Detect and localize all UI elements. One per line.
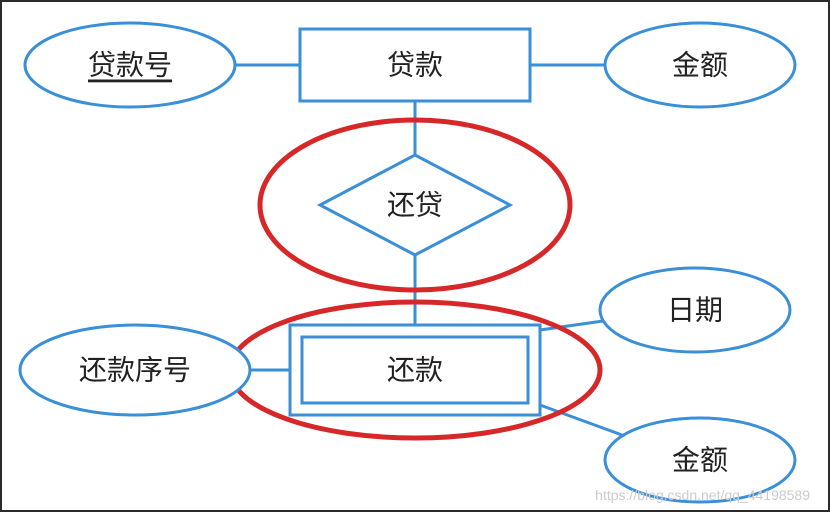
- repay_no_attr-label: 还款序号: [79, 355, 191, 386]
- amount1_attr: 金额: [605, 23, 795, 107]
- date_attr-label: 日期: [667, 295, 723, 326]
- amount1_attr-label: 金额: [672, 50, 728, 81]
- edge: [540, 405, 622, 435]
- repay_rel-label: 还贷: [387, 190, 443, 221]
- er-diagram: 贷款贷款号金额还贷还款还款序号日期金额https://blog.csdn.net…: [0, 0, 830, 512]
- repay_no_attr: 还款序号: [20, 325, 250, 415]
- date_attr: 日期: [600, 268, 790, 352]
- watermark: https://blog.csdn.net/qq_44198589: [595, 487, 810, 503]
- loan_entity-label: 贷款: [387, 50, 443, 81]
- loan_no_attr-label: 贷款号: [88, 50, 172, 81]
- repay_entity-label: 还款: [387, 355, 443, 386]
- loan_entity: 贷款: [300, 29, 530, 101]
- loan_no_attr: 贷款号: [25, 23, 235, 107]
- amount2_attr-label: 金额: [672, 445, 728, 476]
